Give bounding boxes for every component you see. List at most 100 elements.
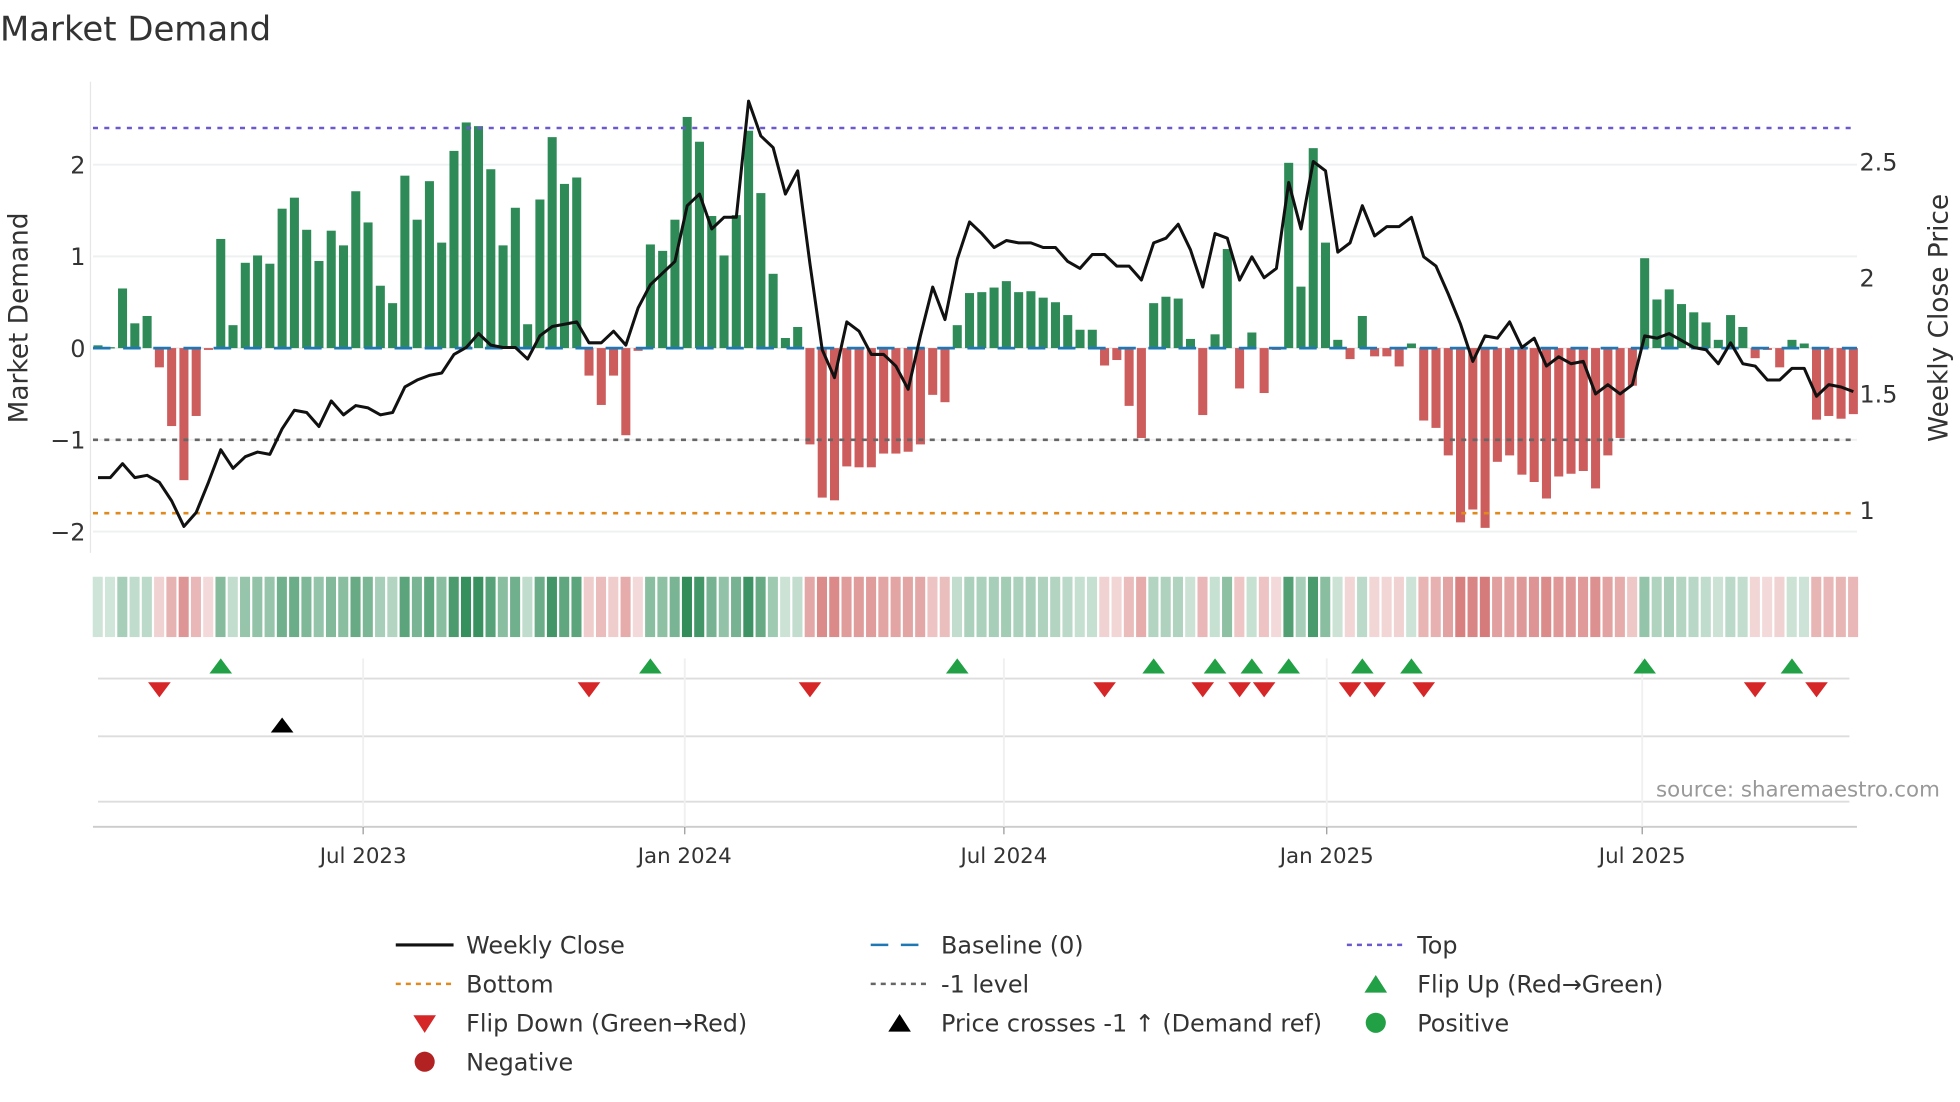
demand-strip-cell	[1369, 576, 1380, 638]
demand-bar	[915, 348, 925, 445]
demand-bar	[1566, 348, 1576, 474]
chart-title: Market Demand	[0, 9, 271, 48]
flip-down-marker	[1363, 682, 1386, 698]
demand-bar	[523, 324, 533, 349]
demand-bar	[1001, 281, 1011, 349]
demand-bar	[1038, 297, 1048, 349]
demand-bar	[424, 181, 434, 349]
demand-strip-cell	[829, 576, 840, 638]
demand-bar	[1652, 299, 1662, 349]
demand-strip-cell	[559, 576, 570, 638]
demand-bar	[1370, 348, 1380, 357]
demand-strip-cell	[1651, 576, 1662, 638]
flip-up-marker	[1400, 658, 1423, 674]
demand-bar	[1664, 289, 1674, 349]
demand-strip-cell	[1418, 576, 1429, 638]
demand-strip-cell	[780, 576, 791, 638]
demand-strip-cell	[436, 576, 447, 638]
demand-strip-cell	[890, 576, 901, 638]
demand-bar	[1738, 326, 1748, 349]
demand-strip-cell	[620, 576, 631, 638]
demand-strip-cell	[1111, 576, 1122, 638]
demand-strip-cell	[92, 576, 103, 638]
flip-up-marker	[1351, 658, 1374, 674]
demand-strip-cell	[1025, 576, 1036, 638]
demand-bar	[265, 263, 275, 349]
demand-bar	[903, 348, 913, 452]
demand-strip-cell	[596, 576, 607, 638]
demand-bar	[1676, 304, 1687, 349]
demand-bar	[559, 183, 569, 349]
demand-strip-cell	[264, 576, 275, 638]
demand-strip-cell	[1344, 576, 1355, 638]
demand-strip-cell	[375, 576, 386, 638]
demand-strip-cell	[1320, 576, 1331, 638]
demand-bar	[1382, 348, 1392, 357]
demand-strip-cell	[1295, 576, 1306, 638]
demand-strip-cell	[706, 576, 717, 638]
demand-bar	[1627, 348, 1637, 386]
demand-bar	[866, 348, 876, 468]
demand-strip-cell	[301, 576, 312, 638]
demand-bar	[461, 122, 471, 349]
demand-bar	[253, 255, 263, 349]
demand-strip-cell	[1050, 576, 1061, 638]
demand-bar	[535, 199, 545, 349]
demand-strip-cell	[1209, 576, 1220, 638]
x-tick-label: Jul 2024	[958, 844, 1047, 869]
demand-strip-cell	[411, 576, 422, 638]
demand-bar	[1333, 339, 1343, 349]
demand-bar	[670, 219, 680, 349]
demand-strip-cell	[1479, 576, 1490, 638]
demand-strip-cell	[1172, 576, 1183, 638]
demand-bar	[1541, 348, 1551, 499]
demand-strip-cell	[988, 576, 999, 638]
demand-bar	[449, 150, 459, 349]
demand-bar	[203, 348, 213, 350]
demand-strip-cell	[129, 576, 140, 638]
demand-bar	[1689, 312, 1699, 349]
demand-strip-cell	[608, 576, 619, 638]
left-tick-label: −1	[50, 427, 85, 455]
demand-bar	[1185, 338, 1196, 349]
demand-bar	[1320, 242, 1331, 349]
demand-strip-cell	[497, 576, 508, 638]
demand-strip-cell	[694, 576, 705, 638]
demand-bar	[645, 244, 655, 349]
demand-bar	[130, 323, 140, 349]
demand-strip-cell	[1062, 576, 1073, 638]
legend-label: Positive	[1417, 1010, 1509, 1038]
x-tick-label: Jan 2025	[1278, 844, 1374, 869]
demand-bar	[302, 229, 312, 349]
legend-label: Negative	[466, 1049, 573, 1077]
demand-strip-cell	[743, 576, 754, 638]
demand-bar	[658, 250, 668, 349]
demand-strip-cell	[571, 576, 582, 638]
demand-bar	[768, 273, 778, 349]
demand-bar	[842, 348, 852, 467]
demand-strip-cell	[178, 576, 189, 638]
demand-strip-cell	[792, 576, 803, 638]
demand-bar	[1345, 348, 1355, 360]
demand-strip-cell	[1099, 576, 1110, 638]
demand-strip-cell	[927, 576, 938, 638]
demand-strip-cell	[1197, 576, 1208, 638]
demand-strip-cell	[1283, 576, 1294, 638]
demand-bar	[1726, 315, 1736, 349]
source-label: source: sharemaestro.com	[1656, 778, 1940, 803]
demand-strip-cell	[1258, 576, 1269, 638]
demand-bar	[1787, 339, 1797, 349]
demand-strip-cell	[227, 576, 238, 638]
demand-strip-cell	[755, 576, 766, 638]
demand-bar	[216, 238, 226, 349]
demand-strip-cell	[117, 576, 128, 638]
demand-bar	[879, 348, 889, 454]
demand-strip-cell	[546, 576, 557, 638]
legend-label: Weekly Close	[466, 932, 625, 960]
demand-bar	[1848, 348, 1858, 415]
demand-bar	[952, 325, 962, 349]
left-tick-label: 2	[70, 151, 85, 179]
demand-bar	[1124, 348, 1134, 406]
legend-label: -1 level	[941, 971, 1029, 999]
demand-strip-cell	[1332, 576, 1343, 638]
